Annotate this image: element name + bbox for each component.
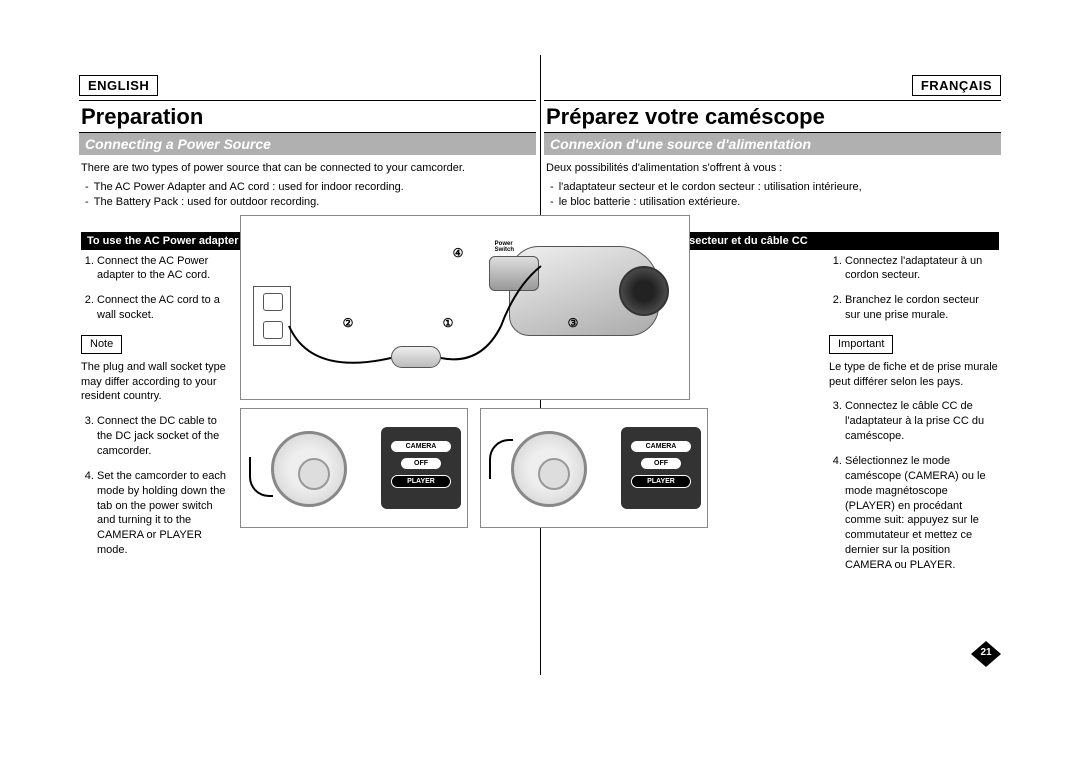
title-en: Preparation	[81, 104, 536, 130]
callout-2: ②	[341, 316, 355, 330]
callout-4: ④	[451, 246, 465, 260]
bullet-fr-0: l'adaptateur secteur et le cordon secteu…	[550, 180, 1001, 195]
step-fr-1: Connectez l'adaptateur à un cordon secte…	[845, 254, 995, 284]
mode-off-b: OFF	[641, 458, 681, 469]
subhead-fr: Connexion d'une source d'alimentation	[544, 133, 1001, 155]
step-en-3: Connect the DC cable to the DC jack sock…	[97, 414, 227, 459]
mode-player-b: PLAYER	[631, 475, 691, 488]
steps-right-fr: Connectez l'adaptateur à un cordon secte…	[829, 254, 999, 583]
callout-1: ①	[441, 316, 455, 330]
step-fr-4: Sélectionnez le mode caméscope (CAMERA) …	[845, 454, 995, 573]
section-title-en: Preparation	[79, 100, 536, 133]
steps-left-en: Connect the AC Power adapter to the AC c…	[81, 254, 231, 568]
intro-en: There are two types of power source that…	[81, 161, 534, 176]
intro-fr: Deux possibilités d'alimentation s'offre…	[546, 161, 999, 176]
note-text-en: The plug and wall socket type may differ…	[81, 360, 231, 405]
mode-camera-b: CAMERA	[631, 441, 691, 452]
note-text-fr: Le type de fiche et de prise murale peut…	[829, 360, 999, 390]
main-diagram: Power Switch ① ② ③ ④	[240, 215, 690, 400]
step-en-4: Set the camcorder to each mode by holdin…	[97, 469, 227, 558]
step-fr-2: Branchez le cordon secteur sur une prise…	[845, 293, 995, 323]
subhead-en: Connecting a Power Source	[79, 133, 536, 155]
mode-dial-diagram-b: CAMERA OFF PLAYER	[480, 408, 708, 528]
bullets-en: The AC Power Adapter and AC cord : used …	[85, 180, 536, 210]
mode-dial-diagram-a: CAMERA OFF PLAYER	[240, 408, 468, 528]
bullets-fr: l'adaptateur secteur et le cordon secteu…	[550, 180, 1001, 210]
page-number-badge: 21	[971, 641, 1001, 667]
section-title-fr: Préparez votre caméscope	[544, 100, 1001, 133]
bullet-en-0: The AC Power Adapter and AC cord : used …	[85, 180, 536, 195]
mode-camera: CAMERA	[391, 441, 451, 452]
step-en-1: Connect the AC Power adapter to the AC c…	[97, 254, 227, 284]
note-label-en: Note	[81, 335, 122, 354]
callout-3: ③	[566, 316, 580, 330]
mode-player: PLAYER	[391, 475, 451, 488]
bullet-fr-1: le bloc batterie : utilisation extérieur…	[550, 195, 1001, 210]
note-label-fr: Important	[829, 335, 893, 354]
mode-off: OFF	[401, 458, 441, 469]
page-number: 21	[971, 647, 1001, 658]
title-fr: Préparez votre caméscope	[546, 104, 1001, 130]
step-fr-3: Connectez le câble CC de l'adaptateur à …	[845, 399, 995, 444]
cable-lines	[241, 216, 691, 401]
step-en-2: Connect the AC cord to a wall socket.	[97, 293, 227, 323]
lang-tag-fr: FRANÇAIS	[912, 75, 1001, 96]
bullet-en-1: The Battery Pack : used for outdoor reco…	[85, 195, 536, 210]
lang-tag-en: ENGLISH	[79, 75, 158, 96]
